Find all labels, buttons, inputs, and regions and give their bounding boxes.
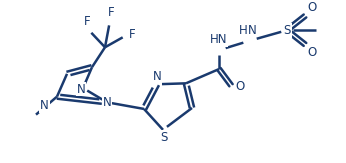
- Text: O: O: [307, 1, 316, 14]
- Text: N: N: [153, 70, 161, 83]
- Text: N: N: [40, 99, 49, 112]
- Text: N: N: [76, 82, 85, 96]
- Text: F: F: [108, 6, 114, 19]
- Text: S: S: [160, 131, 168, 144]
- Text: O: O: [307, 46, 316, 59]
- Text: S: S: [283, 24, 291, 37]
- Text: O: O: [235, 80, 244, 93]
- Text: H: H: [239, 24, 248, 37]
- Text: F: F: [129, 28, 136, 41]
- Text: F: F: [84, 15, 90, 28]
- Text: N: N: [103, 96, 111, 109]
- Text: N: N: [248, 24, 257, 37]
- Text: HN: HN: [210, 33, 228, 46]
